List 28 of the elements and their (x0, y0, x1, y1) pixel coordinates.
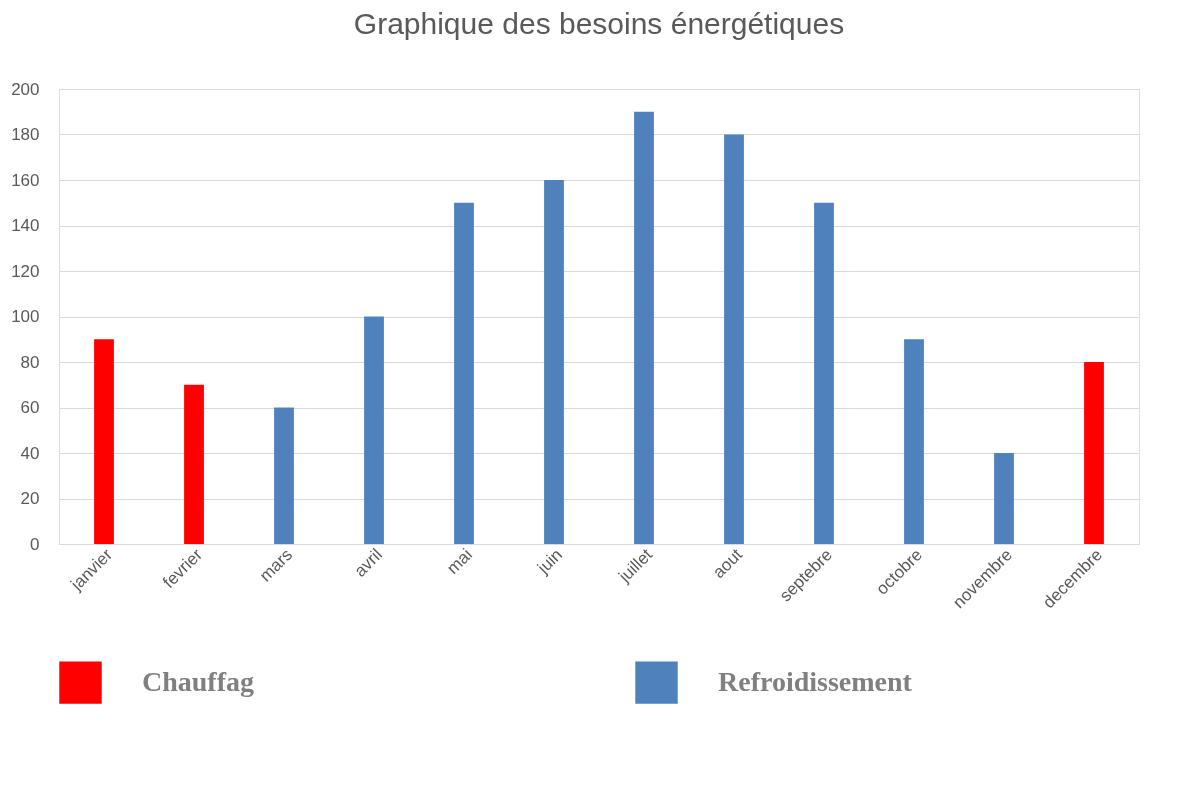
bar (724, 134, 744, 544)
bar (994, 453, 1014, 544)
y-tick-label: 20 (20, 489, 40, 508)
y-tick-label: 60 (20, 398, 40, 417)
y-tick-label: 80 (20, 352, 40, 372)
y-tick-label: 160 (11, 170, 40, 190)
y-tick-label: 120 (11, 261, 40, 281)
bar (454, 202, 474, 544)
bar (1084, 362, 1104, 544)
legend-label: Refroidissement (718, 665, 913, 697)
bar (364, 316, 384, 544)
bar (184, 384, 204, 544)
bar (904, 339, 924, 544)
y-tick-label: 0 (30, 534, 40, 554)
chart-title: Graphique des besoins énergétiques (353, 7, 845, 40)
bar (274, 407, 294, 544)
legend-label: Chauffag (142, 665, 255, 697)
y-tick-label: 200 (11, 79, 40, 99)
bar (634, 111, 654, 544)
x-tick-label: mai (443, 545, 477, 578)
y-tick-label: 100 (11, 307, 40, 326)
y-tick-label: 40 (20, 443, 40, 463)
bar (814, 202, 834, 544)
y-tick-label: 140 (11, 216, 40, 235)
y-tick-label: 180 (11, 125, 40, 144)
x-tick-label: juin (533, 545, 567, 578)
bar (94, 339, 114, 544)
bar (544, 180, 564, 544)
